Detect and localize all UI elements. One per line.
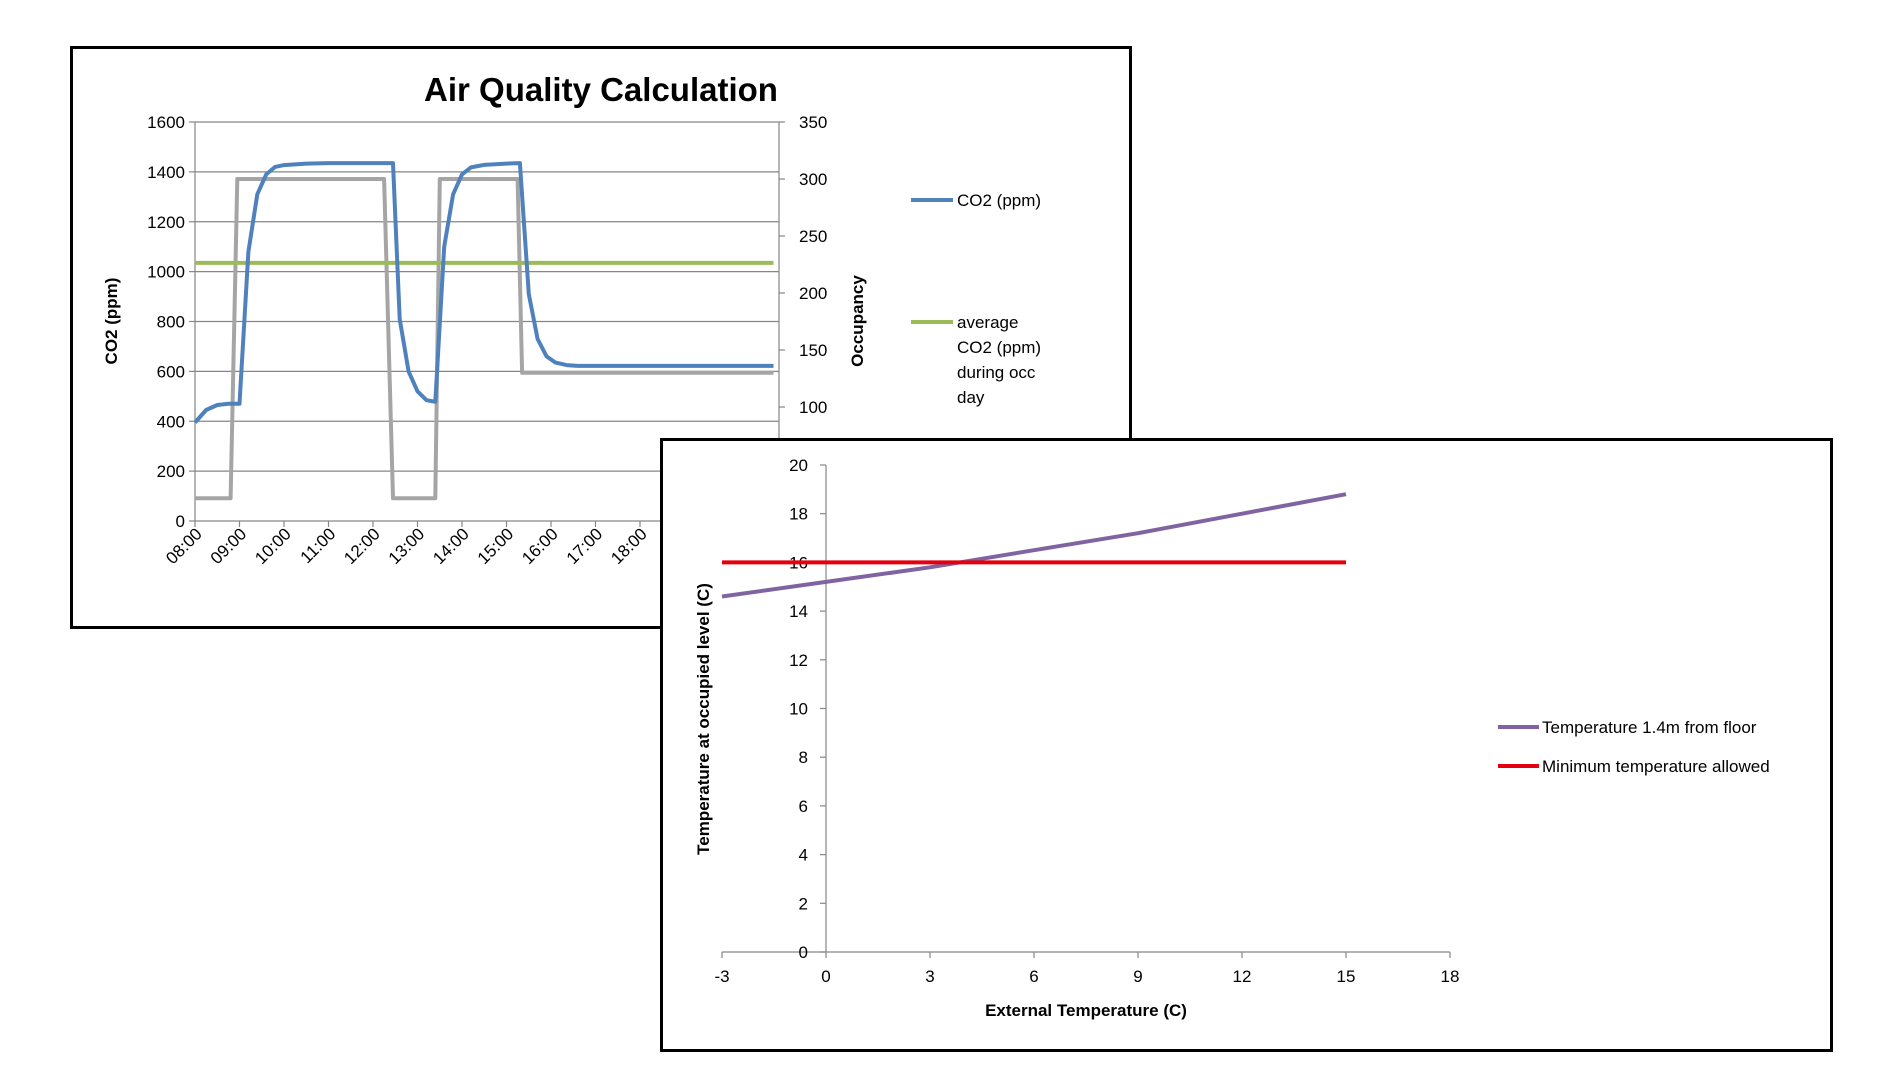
x-tick-label: 3 xyxy=(925,967,934,986)
y-tick-label: 18 xyxy=(789,505,808,524)
y-tick-label: 600 xyxy=(157,362,185,381)
x-tick-label: 12 xyxy=(1233,967,1252,986)
y-tick-label: 0 xyxy=(799,943,808,962)
y-tick-label: 12 xyxy=(789,651,808,670)
legend-label: average CO2 (ppm) during occ day xyxy=(957,313,1041,407)
x-tick-label: 18 xyxy=(1441,967,1460,986)
x-tick-label: 17:00 xyxy=(563,524,607,568)
y2-tick-label: 150 xyxy=(799,341,827,360)
y-tick-label: 800 xyxy=(157,313,185,332)
legend-label: Temperature 1.4m from floor xyxy=(1542,718,1757,737)
legend-label: Minimum temperature allowed xyxy=(1542,757,1770,776)
y-tick-label: 2 xyxy=(799,894,808,913)
x-tick-label: 13:00 xyxy=(385,524,429,568)
y-tick-label: 1200 xyxy=(147,213,185,232)
y2-tick-label: 200 xyxy=(799,284,827,303)
x-tick-label: 9 xyxy=(1133,967,1142,986)
y-tick-label: 1400 xyxy=(147,163,185,182)
y-tick-label: 4 xyxy=(799,846,808,865)
y-tick-label: 8 xyxy=(799,748,808,767)
y-axis-label: CO2 (ppm) xyxy=(102,278,121,365)
x-tick-label: 12:00 xyxy=(340,524,384,568)
legend-label: CO2 (ppm) xyxy=(957,191,1041,210)
x-tick-label: 14:00 xyxy=(429,524,473,568)
x-tick-label: 0 xyxy=(821,967,830,986)
y-tick-label: 6 xyxy=(799,797,808,816)
x-tick-label: 09:00 xyxy=(207,524,251,568)
x-tick-label: 15 xyxy=(1337,967,1356,986)
series-line xyxy=(195,177,774,501)
x-tick-label: 6 xyxy=(1029,967,1038,986)
y2-axis-label: Occupancy xyxy=(848,275,867,367)
chart-title: Air Quality Calculation xyxy=(424,71,778,108)
x-axis-label: External Temperature (C) xyxy=(985,1001,1187,1020)
y-tick-label: 400 xyxy=(157,412,185,431)
y-axis-label: Temperature at occupied level (C) xyxy=(694,583,713,855)
y-tick-label: 1600 xyxy=(147,113,185,132)
y-tick-label: 10 xyxy=(789,700,808,719)
y2-tick-label: 250 xyxy=(799,227,827,246)
y2-tick-label: 350 xyxy=(799,113,827,132)
x-tick-label: 18:00 xyxy=(607,524,651,568)
y-tick-label: 14 xyxy=(789,602,808,621)
x-tick-label: 10:00 xyxy=(251,524,295,568)
series-line xyxy=(721,492,1347,599)
y-tick-label: 1000 xyxy=(147,263,185,282)
x-tick-label: 15:00 xyxy=(474,524,518,568)
y2-tick-label: 300 xyxy=(799,170,827,189)
temperature-chart-panel: 0 2 4 6 8 10 12 14 16 18 20 -3 0 3 6 9 12 15 18 External Te… xyxy=(660,438,1833,1052)
y-tick-label: 200 xyxy=(157,462,185,481)
air-quality-chart-panel: 0 200 400 600 800 1000 1200 1400 1600 100 150 200 25… xyxy=(70,46,1132,629)
x-tick-label: -3 xyxy=(714,967,729,986)
x-tick-label: 16:00 xyxy=(518,524,562,568)
y-tick-label: 20 xyxy=(789,456,808,475)
x-tick-label: 11:00 xyxy=(297,524,340,567)
series-line xyxy=(193,161,774,424)
y-tick-label: 0 xyxy=(176,512,185,531)
y2-tick-label: 100 xyxy=(799,398,827,417)
